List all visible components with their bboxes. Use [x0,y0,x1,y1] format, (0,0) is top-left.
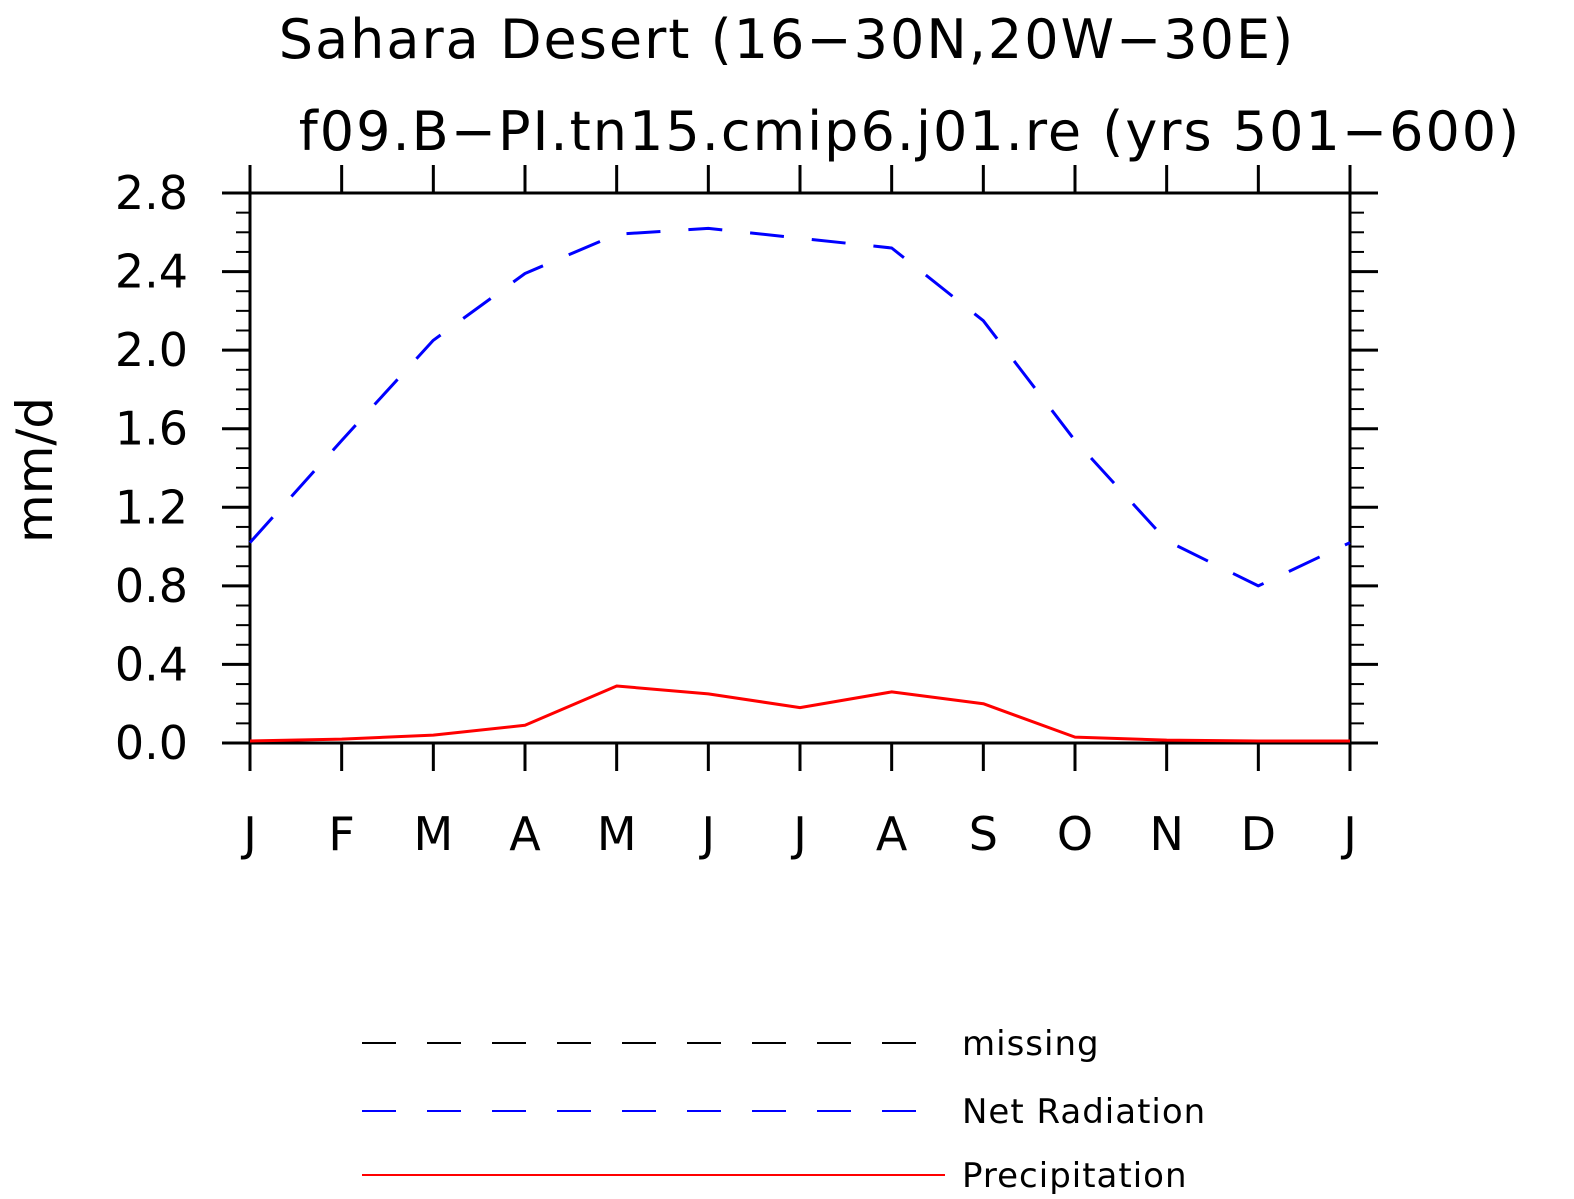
series-line-precipitation [249,684,1350,743]
y-tick-label: 2.0 [115,323,188,377]
tick-marks [222,165,1378,771]
legend-label-missing: missing [962,1024,1100,1064]
y-tick-label: 2.8 [115,166,188,220]
legend-label-net-radiation: Net Radiation [962,1092,1206,1132]
y-tick-label: 2.4 [115,245,188,299]
chart-title: Sahara Desert (16−30N,20W−30E) [279,8,1295,71]
x-tick-label: A [509,807,541,861]
x-tick-label: J [1340,807,1357,861]
x-tick-label: J [790,807,807,861]
x-tick-label: J [699,807,716,861]
y-tick-label: 0.4 [115,637,188,691]
plot-frame [248,191,1352,745]
x-tick-label: S [969,807,998,861]
x-tick-label: O [1057,807,1093,861]
chart-subtitle: f09.B−PI.tn15.cmip6.j01.re (yrs 501−600) [299,100,1521,163]
y-tick-labels: 0.0 0.4 0.8 1.2 1.6 2.0 2.4 2.8 [115,166,188,770]
x-tick-label: F [328,807,354,861]
x-tick-label: A [876,807,908,861]
y-tick-label: 1.2 [115,480,188,534]
x-tick-label: D [1241,807,1276,861]
legend: missing Net Radiation Precipitation [362,1024,1206,1196]
x-tick-label: M [413,807,453,861]
x-tick-label: J [240,807,257,861]
y-axis-label: mm/d [6,397,64,543]
legend-label-precipitation: Precipitation [962,1156,1188,1196]
y-tick-label: 0.8 [115,559,188,613]
series-line-net-radiation [248,226,1351,588]
y-tick-label: 1.6 [115,402,188,456]
x-tick-label: M [597,807,637,861]
y-tick-label: 0.0 [115,716,188,770]
x-tick-label: N [1149,807,1183,861]
series-lines [248,226,1351,743]
